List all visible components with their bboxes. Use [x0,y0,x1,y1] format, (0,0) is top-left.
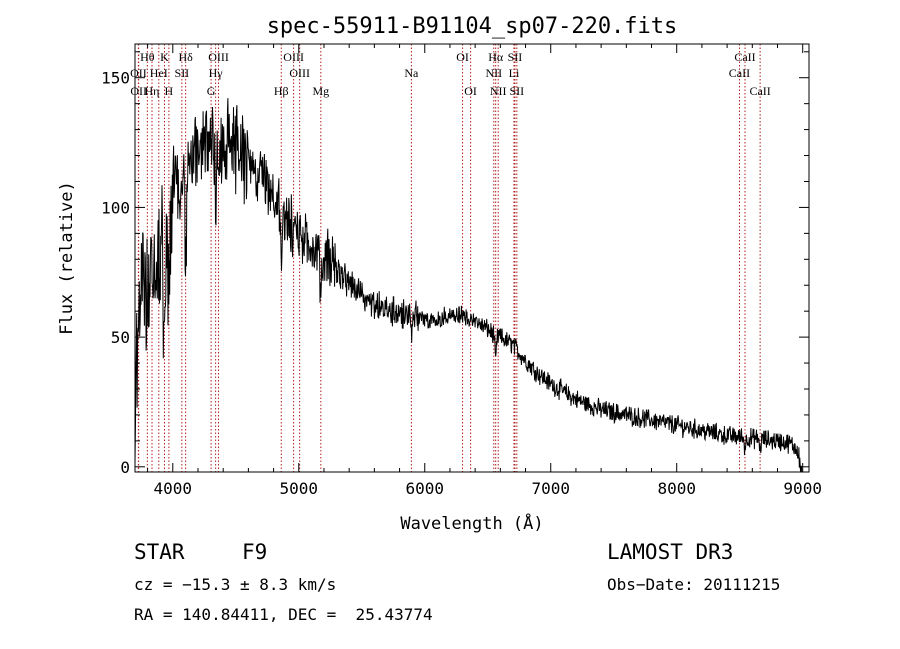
y-tick-label: 0 [120,458,130,477]
x-axis-label: Wavelength (Å) [400,512,543,534]
spectral-line-label: CaII [749,84,770,98]
spectral-line-label: NII [485,66,502,80]
x-tick-label: 9000 [783,479,822,498]
spectrum-line [134,98,803,473]
spectral-line-label: H [165,84,174,98]
x-tick-label: 5000 [280,479,319,498]
spectral-line-label: HeI [150,66,168,80]
spectral-line-label: OIII [289,66,310,80]
spectral-line-label: OI [456,50,469,64]
spectral-line-label: OIII [283,50,304,64]
spectral-line-label: Li [509,66,520,80]
spectral-line-label: Hθ [140,50,155,64]
spectral-line-markers [137,44,761,472]
survey-name: LAMOST DR3 [607,540,734,564]
axis-ticks: 4000 5000 6000 7000 8000 9000 0 50 100 150 [101,44,822,498]
spectral-line-label: Hα [488,50,504,64]
plot-frame [134,43,810,473]
spectral-line-label: NII [490,84,507,98]
spectral-line-label: OII [130,84,147,98]
spectral-line-label: OI [464,84,477,98]
obs-date-text: Obs−Date: 20111215 [607,575,781,594]
spectral-line-label: OIII [208,50,229,64]
coordinates-text: RA = 140.84411, DEC = 25.43774 [134,605,433,624]
y-tick-label: 150 [101,69,130,88]
spectral-line-label: OII [130,66,147,80]
spectral-line-label: Na [404,66,419,80]
y-axis-label: Flux (relative) [57,181,77,335]
spectral-line-label: Hγ [209,66,224,80]
spectral-line-label: Mg [312,84,329,98]
spectral-line-label: G [207,84,216,98]
spectral-line-label: SII [175,66,190,80]
spectral-line-label: K [160,50,169,64]
spectral-line-label: Hδ [178,50,193,64]
x-tick-label: 7000 [531,479,570,498]
x-tick-label: 4000 [154,479,193,498]
chart-title: spec-55911-B91104_sp07-220.fits [267,14,678,39]
spectral-line-label: Hβ [274,84,289,98]
object-class: STAR [134,540,185,564]
spectral-line-label: Hη [145,84,160,98]
spectral-line-label: CaII [729,66,750,80]
y-tick-label: 50 [111,328,130,347]
object-subclass: F9 [242,540,268,564]
y-tick-label: 100 [101,198,130,217]
spectral-line-label: SII [510,84,525,98]
spectral-line-label: SII [508,50,523,64]
x-tick-label: 6000 [405,479,444,498]
redshift-text: cz = −15.3 ± 8.3 km/s [134,575,337,594]
x-tick-label: 8000 [657,479,696,498]
spectral-line-label: CaII [734,50,755,64]
